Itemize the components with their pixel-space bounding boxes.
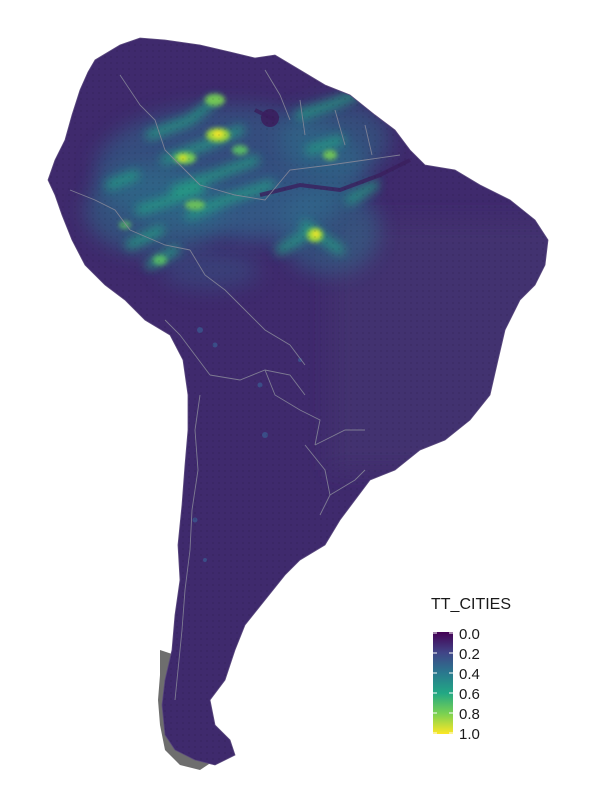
legend-tick-label: 1.0 — [459, 726, 480, 743]
legend-tick-label: 0.8 — [459, 706, 480, 723]
country-borders — [69, 69, 401, 701]
legend-tick-label: 0.4 — [459, 666, 480, 683]
legend-tick-label: 0.2 — [459, 646, 480, 663]
legend-title: TT_CITIES — [431, 596, 512, 613]
legend-colorbar — [433, 632, 453, 734]
legend-tick-label: 0.6 — [459, 686, 480, 703]
color-legend: TT_CITIES 0.0 0.2 0.4 0.6 0.8 1.0 — [431, 596, 551, 746]
legend-tick-label: 0.0 — [459, 626, 480, 643]
